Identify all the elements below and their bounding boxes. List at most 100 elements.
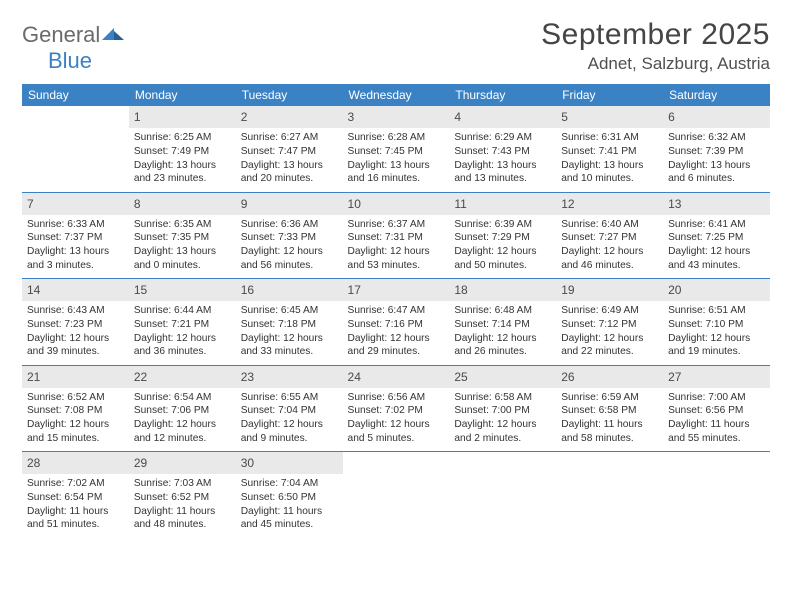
day-number: 10 xyxy=(348,197,361,211)
sunset-text: Sunset: 7:06 PM xyxy=(134,404,231,418)
day-info: Sunrise: 6:45 AMSunset: 7:18 PMDaylight:… xyxy=(236,304,343,359)
calendar-cell: 7Sunrise: 6:33 AMSunset: 7:37 PMDaylight… xyxy=(22,193,129,279)
calendar-table: SundayMondayTuesdayWednesdayThursdayFrid… xyxy=(22,84,770,538)
day-number-row: 12 xyxy=(556,193,663,215)
sunrise-text: Sunrise: 6:44 AM xyxy=(134,304,231,318)
daylight-text: Daylight: 12 hours and 56 minutes. xyxy=(241,245,338,273)
calendar-week-row: 14Sunrise: 6:43 AMSunset: 7:23 PMDayligh… xyxy=(22,279,770,365)
calendar-cell: 19 Sunrise: 6:49 AMSunset: 7:12 PMDayligh… xyxy=(556,279,663,365)
weekday-header: Friday xyxy=(556,84,663,106)
day-number: 16 xyxy=(241,283,254,297)
sunrise-text: Sunrise: 6:51 AM xyxy=(668,304,765,318)
calendar-cell: 10 Sunrise: 6:37 AMSunset: 7:31 PMDayligh… xyxy=(343,193,450,279)
day-number: 9 xyxy=(241,197,248,211)
sunset-text: Sunset: 7:04 PM xyxy=(241,404,338,418)
sunrise-text: Sunrise: 6:40 AM xyxy=(561,218,658,232)
brand-mark-icon xyxy=(102,26,126,44)
sunset-text: Sunset: 7:25 PM xyxy=(668,231,765,245)
day-number: 19 xyxy=(561,283,574,297)
day-number-row: 28 xyxy=(22,452,129,474)
calendar-week-row: 1Sunrise: 6:25 AMSunset: 7:49 PMDaylight… xyxy=(22,106,770,192)
day-info: Sunrise: 6:32 AMSunset: 7:39 PMDaylight:… xyxy=(663,131,770,186)
calendar-cell: 27 Sunrise: 7:00 AMSunset: 6:56 PMDayligh… xyxy=(663,366,770,452)
calendar-cell: 21 Sunrise: 6:52 AMSunset: 7:08 PMDayligh… xyxy=(22,366,129,452)
daylight-text: Daylight: 13 hours and 3 minutes. xyxy=(27,245,124,273)
brand-text: GeneralBlue xyxy=(22,22,126,74)
day-info: Sunrise: 6:44 AMSunset: 7:21 PMDaylight:… xyxy=(129,304,236,359)
daylight-text: Daylight: 12 hours and 46 minutes. xyxy=(561,245,658,273)
sunrise-text: Sunrise: 6:43 AM xyxy=(27,304,124,318)
day-number-row: 15 xyxy=(129,279,236,301)
day-info: Sunrise: 6:52 AMSunset: 7:08 PMDaylight:… xyxy=(22,391,129,446)
sunset-text: Sunset: 7:49 PM xyxy=(134,145,231,159)
daylight-text: Daylight: 13 hours and 10 minutes. xyxy=(561,159,658,187)
sunset-text: Sunset: 7:16 PM xyxy=(348,318,445,332)
day-number: 11 xyxy=(454,197,466,211)
calendar-cell: 26Sunrise: 6:59 AMSunset: 6:58 PMDayligh… xyxy=(556,366,663,452)
day-number: 28 xyxy=(27,456,40,470)
weekday-header: Thursday xyxy=(449,84,556,106)
day-number-row: 17 xyxy=(343,279,450,301)
day-info: Sunrise: 6:28 AMSunset: 7:45 PMDaylight:… xyxy=(343,131,450,186)
day-info: Sunrise: 6:37 AMSunset: 7:31 PMDaylight:… xyxy=(343,218,450,273)
daylight-text: Daylight: 11 hours and 55 minutes. xyxy=(668,418,765,446)
day-info: Sunrise: 6:49 AMSunset: 7:12 PMDaylight:… xyxy=(556,304,663,359)
sunset-text: Sunset: 7:21 PM xyxy=(134,318,231,332)
sunrise-text: Sunrise: 6:25 AM xyxy=(134,131,231,145)
daylight-text: Daylight: 12 hours and 5 minutes. xyxy=(348,418,445,446)
daylight-text: Daylight: 12 hours and 39 minutes. xyxy=(27,332,124,360)
daylight-text: Daylight: 12 hours and 2 minutes. xyxy=(454,418,551,446)
sunset-text: Sunset: 6:56 PM xyxy=(668,404,765,418)
day-number: 2 xyxy=(241,110,248,124)
sunrise-text: Sunrise: 6:35 AM xyxy=(134,218,231,232)
day-number: 27 xyxy=(668,370,681,384)
day-number-row: 11 xyxy=(449,193,556,215)
sunrise-text: Sunrise: 7:02 AM xyxy=(27,477,124,491)
day-info: Sunrise: 6:36 AMSunset: 7:33 PMDaylight:… xyxy=(236,218,343,273)
sunset-text: Sunset: 7:12 PM xyxy=(561,318,658,332)
daylight-text: Daylight: 13 hours and 20 minutes. xyxy=(241,159,338,187)
day-number: 12 xyxy=(561,197,574,211)
calendar-cell: 15 Sunrise: 6:44 AMSunset: 7:21 PMDayligh… xyxy=(129,279,236,365)
daylight-text: Daylight: 12 hours and 53 minutes. xyxy=(348,245,445,273)
sunrise-text: Sunrise: 7:00 AM xyxy=(668,391,765,405)
sunrise-text: Sunrise: 6:56 AM xyxy=(348,391,445,405)
day-info: Sunrise: 6:58 AMSunset: 7:00 PMDaylight:… xyxy=(449,391,556,446)
calendar-cell: 18Sunrise: 6:48 AMSunset: 7:14 PMDayligh… xyxy=(449,279,556,365)
day-number: 24 xyxy=(348,370,361,384)
day-number-row: 24 xyxy=(343,366,450,388)
day-number: 3 xyxy=(348,110,355,124)
calendar-cell: 8Sunrise: 6:35 AMSunset: 7:35 PMDaylight… xyxy=(129,193,236,279)
calendar-page: GeneralBlue September 2025 Adnet, Salzbu… xyxy=(0,0,792,538)
day-number-row: 22 xyxy=(129,366,236,388)
day-info: Sunrise: 6:25 AMSunset: 7:49 PMDaylight:… xyxy=(129,131,236,186)
calendar-cell: 30Sunrise: 7:04 AMSunset: 6:50 PMDayligh… xyxy=(236,452,343,538)
calendar-cell xyxy=(556,452,663,538)
daylight-text: Daylight: 13 hours and 13 minutes. xyxy=(454,159,551,187)
sunrise-text: Sunrise: 6:33 AM xyxy=(27,218,124,232)
daylight-text: Daylight: 12 hours and 29 minutes. xyxy=(348,332,445,360)
day-number: 6 xyxy=(668,110,675,124)
sunrise-text: Sunrise: 6:45 AM xyxy=(241,304,338,318)
day-info: Sunrise: 7:00 AMSunset: 6:56 PMDaylight:… xyxy=(663,391,770,446)
day-info: Sunrise: 6:48 AMSunset: 7:14 PMDaylight:… xyxy=(449,304,556,359)
sunrise-text: Sunrise: 7:03 AM xyxy=(134,477,231,491)
calendar-cell: 16 Sunrise: 6:45 AMSunset: 7:18 PMDayligh… xyxy=(236,279,343,365)
location-text: Adnet, Salzburg, Austria xyxy=(541,54,770,74)
sunrise-text: Sunrise: 6:37 AM xyxy=(348,218,445,232)
day-number-row: 19 xyxy=(556,279,663,301)
daylight-text: Daylight: 12 hours and 50 minutes. xyxy=(454,245,551,273)
day-number: 20 xyxy=(668,283,681,297)
day-info: Sunrise: 6:59 AMSunset: 6:58 PMDaylight:… xyxy=(556,391,663,446)
brand-word1: General xyxy=(22,22,100,47)
day-info: Sunrise: 7:02 AMSunset: 6:54 PMDaylight:… xyxy=(22,477,129,532)
day-number-row: 9 xyxy=(236,193,343,215)
day-number: 7 xyxy=(27,197,34,211)
day-number-row: 21 xyxy=(22,366,129,388)
sunrise-text: Sunrise: 6:55 AM xyxy=(241,391,338,405)
calendar-cell: 28 Sunrise: 7:02 AMSunset: 6:54 PMDayligh… xyxy=(22,452,129,538)
title-block: September 2025 Adnet, Salzburg, Austria xyxy=(541,18,770,74)
day-number-row: 13 xyxy=(663,193,770,215)
calendar-week-row: 28 Sunrise: 7:02 AMSunset: 6:54 PMDayligh… xyxy=(22,452,770,538)
sunset-text: Sunset: 7:27 PM xyxy=(561,231,658,245)
